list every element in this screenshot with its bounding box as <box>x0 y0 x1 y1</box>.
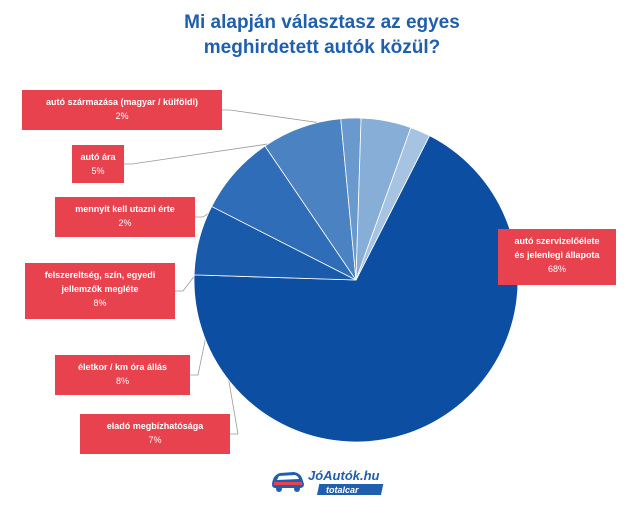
slice-label: autó ára 5% <box>72 145 124 183</box>
slice-label-text: autó szervizelőélete és jelenlegi állapo… <box>514 236 600 260</box>
slice-percent: 2% <box>115 111 129 121</box>
slice-label: autó szervizelőélete és jelenlegi állapo… <box>498 229 616 285</box>
slice-percent: 8% <box>93 298 107 308</box>
logo-sub-text: totalcar <box>326 485 359 495</box>
slice-percent: 2% <box>118 218 132 228</box>
pie-slice <box>193 135 519 443</box>
slice-percent: 7% <box>148 435 162 445</box>
logo-brand-text: JóAutók.hu <box>308 468 380 483</box>
slice-label: autó származása (magyar / külföldi) 2% <box>22 90 222 130</box>
slice-label-text: mennyit kell utazni érte <box>75 204 175 214</box>
slice-percent: 8% <box>115 376 129 386</box>
slice-label-text: autó származása (magyar / külföldi) <box>45 97 199 107</box>
slice-percent: 68% <box>547 264 566 274</box>
slice-label-text: felszereltség, szín, egyedi jellemzők me… <box>44 270 156 294</box>
slice-label-text: autó ára <box>80 152 116 162</box>
slice-label: mennyit kell utazni érte 2% <box>55 197 195 237</box>
car-icon <box>272 472 304 492</box>
slice-label-text: életkor / km óra állás <box>77 362 168 372</box>
pie-slice <box>355 127 431 281</box>
chart-title: Mi alapján választasz az egyes meghirdet… <box>184 12 460 58</box>
slice-label: eladó megbízhatósága 7% <box>80 414 230 454</box>
slice-label: életkor / km óra állás 8% <box>55 355 190 395</box>
pie-slices <box>193 117 519 443</box>
joautok-logo: JóAutók.hu totalcar <box>272 468 384 495</box>
slice-label: felszereltség, szín, egyedi jellemzők me… <box>25 263 175 319</box>
slice-label-text: eladó megbízhatósága <box>106 421 204 431</box>
slice-percent: 5% <box>91 166 105 176</box>
